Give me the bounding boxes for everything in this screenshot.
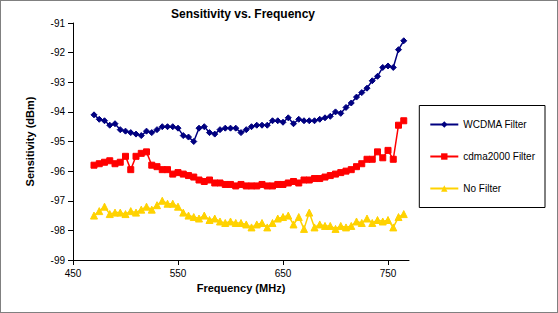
svg-text:-95: -95	[51, 136, 66, 147]
svg-text:No Filter: No Filter	[463, 183, 501, 194]
svg-text:-93: -93	[51, 77, 66, 88]
svg-text:-94: -94	[51, 106, 66, 117]
svg-text:Sensitivity vs. Frequency: Sensitivity vs. Frequency	[171, 7, 315, 21]
svg-text:-92: -92	[51, 47, 66, 58]
svg-text:Frequency (MHz): Frequency (MHz)	[197, 282, 286, 294]
svg-text:650: 650	[275, 268, 292, 279]
svg-text:Sensitivity (dBm): Sensitivity (dBm)	[24, 96, 36, 186]
svg-text:-96: -96	[51, 166, 66, 177]
svg-text:-98: -98	[51, 225, 66, 236]
svg-text:550: 550	[170, 268, 187, 279]
svg-text:-99: -99	[51, 255, 66, 266]
svg-text:cdma2000 Filter: cdma2000 Filter	[463, 151, 535, 162]
svg-text:WCDMA Filter: WCDMA Filter	[463, 119, 527, 130]
svg-text:-97: -97	[51, 195, 66, 206]
svg-text:-91: -91	[51, 18, 66, 29]
svg-text:750: 750	[380, 268, 397, 279]
svg-text:450: 450	[65, 268, 82, 279]
